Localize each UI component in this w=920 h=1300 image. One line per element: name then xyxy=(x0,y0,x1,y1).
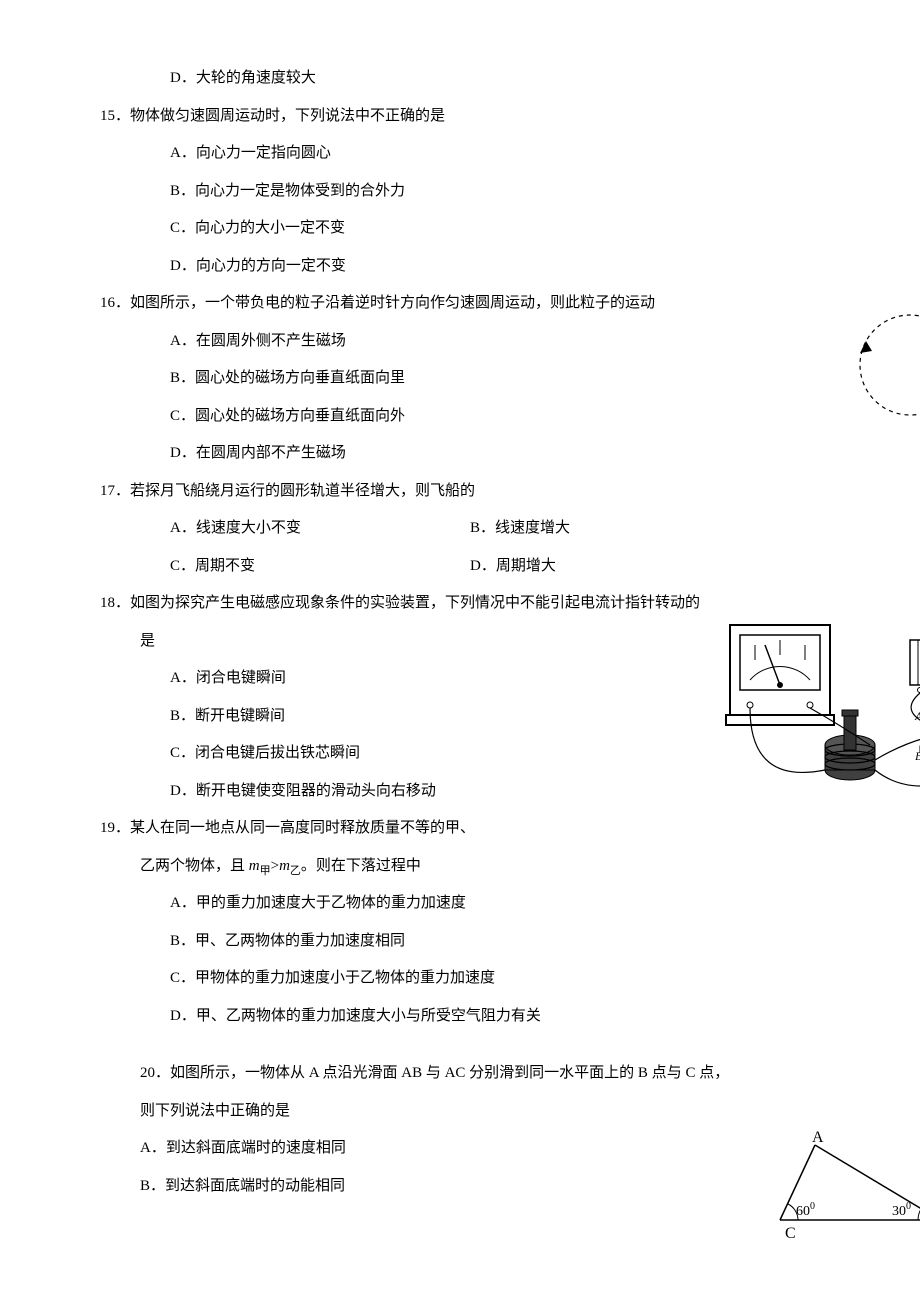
q19-option-d: D．甲、乙两物体的重力加速度大小与所受空气阻力有关 xyxy=(80,998,920,1036)
q16-option-d: D．在圆周内部不产生磁场 xyxy=(80,435,920,473)
question-20: 20．如图所示，一物体从 A 点沿光滑面 AB 与 AC 分别滑到同一水平面上的… xyxy=(80,1055,920,1205)
q17-option-b: B．线速度增大 xyxy=(470,510,770,548)
svg-text:600: 600 xyxy=(796,1201,815,1219)
q20-stem2: 则下列说法中正确的是 xyxy=(80,1093,920,1131)
q15-option-d: D．向心力的方向一定不变 xyxy=(80,248,920,286)
q18-fig-label-b: B xyxy=(915,749,920,763)
q17-row2: C．周期不变 D．周期增大 xyxy=(80,548,920,586)
q17-stem: 17．若探月飞船绕月运行的圆形轨道半径增大，则飞船的 xyxy=(80,473,920,511)
q17-option-a: A．线速度大小不变 xyxy=(170,510,470,548)
q20-stem1: 20．如图所示，一物体从 A 点沿光滑面 AB 与 AC 分别滑到同一水平面上的… xyxy=(80,1055,920,1093)
q19-option-b: B．甲、乙两物体的重力加速度相同 xyxy=(80,923,920,961)
q20-ang60: 60 xyxy=(796,1204,810,1219)
spacer xyxy=(80,1035,920,1055)
question-15: 15．物体做匀速圆周运动时，下列说法中不正确的是 A．向心力一定指向圆心 B．向… xyxy=(80,98,920,286)
q19-option-a: A．甲的重力加速度大于乙物体的重力加速度 xyxy=(80,885,920,923)
q19-stem1: 19．某人在同一地点从同一高度同时释放质量不等的甲、 xyxy=(80,810,920,848)
question-16: 16．如图所示，一个带负电的粒子沿着逆时针方向作匀速圆周运动，则此粒子的运动 A… xyxy=(80,285,920,473)
q20-label-a: A xyxy=(812,1130,824,1146)
q19-stem2-pre: 乙两个物体，且 xyxy=(140,858,249,874)
q16-stem: 16．如图所示，一个带负电的粒子沿着逆时针方向作匀速圆周运动，则此粒子的运动 xyxy=(80,285,920,323)
q16-option-a: A．在圆周外侧不产生磁场 xyxy=(80,323,920,361)
question-17: 17．若探月飞船绕月运行的圆形轨道半径增大，则飞船的 A．线速度大小不变 B．线… xyxy=(80,473,920,586)
question-19: 19．某人在同一地点从同一高度同时释放质量不等的甲、 乙两个物体，且 m甲>m乙… xyxy=(80,810,920,1035)
q20-ang60-deg: 0 xyxy=(810,1201,815,1212)
q19-stem2: 乙两个物体，且 m甲>m乙。则在下落过程中 xyxy=(80,848,920,886)
q16-option-b: B．圆心处的磁场方向垂直纸面向里 xyxy=(80,360,920,398)
q15-stem: 15．物体做匀速圆周运动时，下列说法中不正确的是 xyxy=(80,98,920,136)
q20-figure-triangle: A B C 600 300 xyxy=(740,1130,920,1266)
q19-m2: m xyxy=(279,858,290,874)
q15-option-c: C．向心力的大小一定不变 xyxy=(80,210,920,248)
q17-option-d: D．周期增大 xyxy=(470,548,770,586)
q20-ang30: 30 xyxy=(892,1204,906,1219)
q19-sub1: 甲 xyxy=(260,865,271,877)
q15-option-a: A．向心力一定指向圆心 xyxy=(80,135,920,173)
question-18: 18．如图为探究产生电磁感应现象条件的实验装置，下列情况中不能引起电流计指针转动… xyxy=(80,585,920,810)
q19-m1: m xyxy=(249,858,260,874)
q16-figure-dashed-circle xyxy=(840,305,920,441)
q15-option-b: B．向心力一定是物体受到的合外力 xyxy=(80,173,920,211)
svg-text:300: 300 xyxy=(892,1201,911,1219)
q18-fig-label-a: A xyxy=(914,709,920,723)
q16-option-c: C．圆心处的磁场方向垂直纸面向外 xyxy=(80,398,920,436)
q19-gt: > xyxy=(271,858,279,874)
q20-label-c: C xyxy=(785,1225,796,1242)
q20-ang30-deg: 0 xyxy=(906,1201,911,1212)
q19-option-c: C．甲物体的重力加速度小于乙物体的重力加速度 xyxy=(80,960,920,998)
q17-option-c: C．周期不变 xyxy=(170,548,470,586)
q19-sub2: 乙 xyxy=(290,865,301,877)
question-14-tail: D．大轮的角速度较大 xyxy=(80,60,920,98)
q14-option-d: D．大轮的角速度较大 xyxy=(80,60,920,98)
q17-row1: A．线速度大小不变 B．线速度增大 xyxy=(80,510,920,548)
q18-figure-em-induction: A B xyxy=(720,615,920,821)
q19-stem2-post: 。则在下落过程中 xyxy=(301,858,421,874)
